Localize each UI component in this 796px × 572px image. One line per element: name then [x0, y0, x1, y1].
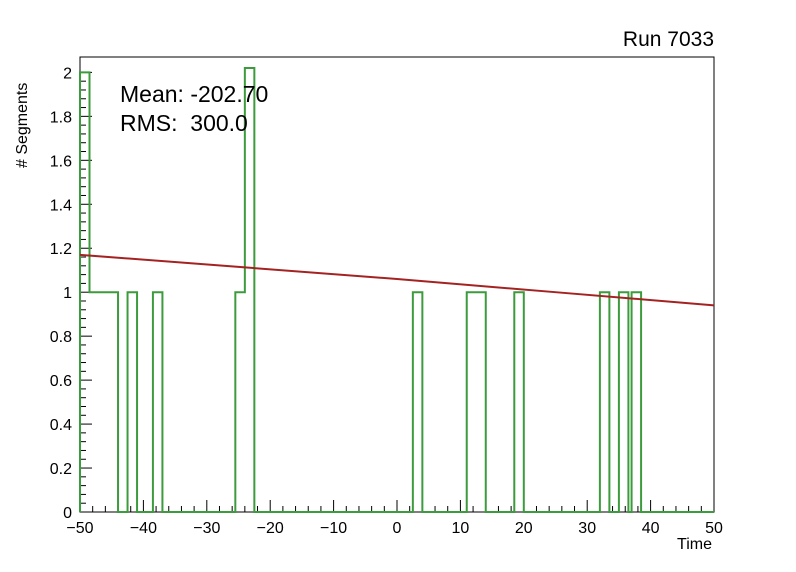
- x-tick-label: −10: [320, 520, 347, 537]
- x-tick-label: −20: [257, 520, 284, 537]
- x-tick-label: −40: [130, 520, 157, 537]
- x-tick-label: 20: [515, 520, 533, 537]
- x-tick-label: 40: [642, 520, 660, 537]
- stat-mean: Mean: -202.70: [120, 81, 269, 107]
- x-axis-label: Time: [677, 536, 712, 553]
- x-tick-label: 10: [452, 520, 470, 537]
- x-tick-label: −50: [66, 520, 93, 537]
- y-axis-label: # Segments: [14, 82, 31, 168]
- y-tick-label: 0.2: [50, 461, 72, 478]
- y-tick-label: 2: [63, 65, 72, 82]
- stats-box: Mean: -202.70 RMS: 300.0: [120, 80, 268, 138]
- y-tick-label: 0.4: [50, 417, 72, 434]
- chart-title: Run 7033: [622, 28, 714, 51]
- y-tick-label: 1.8: [50, 109, 72, 126]
- stat-rms: RMS: 300.0: [120, 110, 248, 136]
- y-tick-label: 0: [63, 505, 72, 522]
- x-tick-label: 0: [393, 520, 402, 537]
- y-tick-label: 0.8: [50, 329, 72, 346]
- y-tick-label: 1.2: [50, 241, 72, 258]
- segments-histogram-line: [79, 66, 714, 513]
- x-tick-label: 50: [705, 520, 723, 537]
- fit-line: [79, 253, 715, 307]
- y-tick-label: 1: [63, 285, 72, 302]
- x-tick-label: 30: [578, 520, 596, 537]
- y-tick-label: 0.6: [50, 373, 72, 390]
- y-tick-label: 1.4: [50, 197, 72, 214]
- x-tick-label: −30: [193, 520, 220, 537]
- y-tick-label: 1.6: [50, 153, 72, 170]
